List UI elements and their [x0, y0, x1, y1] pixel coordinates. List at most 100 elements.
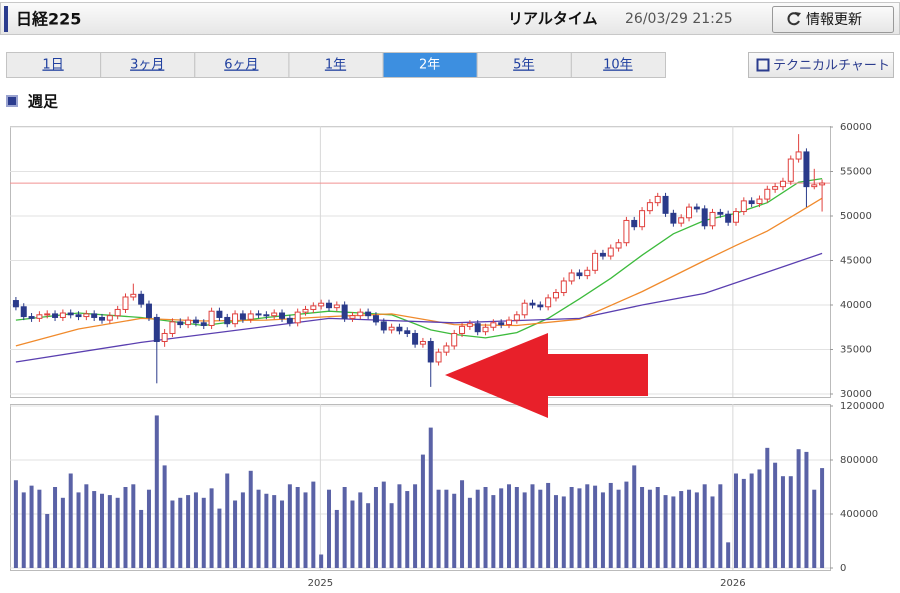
candle-body — [404, 330, 411, 334]
volume-bar — [287, 484, 292, 568]
candle-body — [161, 332, 168, 342]
candle-body — [552, 292, 559, 299]
candle-body — [779, 180, 786, 188]
candle-body — [372, 315, 379, 323]
refresh-label[interactable]: 情報更新 — [806, 12, 862, 28]
candle-body — [279, 312, 286, 319]
volume-bar — [326, 489, 331, 568]
moving-average — [15, 252, 823, 363]
tab-label[interactable]: 10年 — [603, 58, 633, 73]
volume-bar — [749, 473, 754, 568]
volume-bar — [21, 492, 26, 568]
candle-body — [192, 319, 199, 324]
volume-bar — [475, 489, 480, 568]
candle-body — [302, 308, 309, 313]
volume-bar — [162, 465, 167, 568]
refresh-button-box[interactable] — [772, 6, 894, 33]
candle-body — [427, 340, 434, 363]
tab-label[interactable]: 3ヶ月 — [130, 58, 164, 73]
tab-label[interactable]: 1年 — [325, 58, 346, 73]
tab[interactable] — [570, 52, 666, 78]
volume-bar — [248, 470, 253, 568]
volume-bar — [812, 489, 817, 568]
candle-body — [310, 305, 317, 310]
candle-body — [169, 321, 176, 334]
volume-bar — [436, 489, 441, 568]
volume-bar — [804, 451, 809, 568]
candle-body — [717, 211, 724, 215]
candle-body — [686, 206, 693, 219]
candle-body — [99, 316, 106, 321]
arrow — [445, 333, 648, 418]
candle-body — [12, 300, 19, 308]
candle-body — [576, 272, 583, 277]
volume-bar — [366, 503, 371, 568]
candle-body — [607, 247, 614, 257]
candle-body — [568, 272, 575, 282]
volume-bar — [632, 465, 637, 568]
tab[interactable] — [194, 52, 290, 78]
tech-button-box[interactable] — [748, 52, 894, 78]
candle-body — [388, 326, 395, 331]
volume-bar — [381, 481, 386, 568]
candle-body — [623, 219, 630, 244]
volume-bar — [546, 482, 551, 568]
tab[interactable] — [6, 52, 102, 78]
candle-body — [271, 312, 278, 317]
volume-bar — [499, 488, 504, 568]
candle-body — [200, 322, 207, 326]
volume-bar — [608, 482, 613, 568]
chart: 30000 35000 40000 45000 50000 55000 60000 0 4000… — [10, 122, 885, 589]
candle-body — [498, 322, 505, 326]
candle-body — [639, 210, 646, 228]
tab[interactable] — [100, 52, 196, 78]
section-title: 週足 — [28, 93, 59, 111]
refresh-button[interactable]: 情報更新 — [772, 6, 894, 33]
candle-body — [615, 242, 622, 249]
x-tick-label: 2026 — [720, 578, 745, 589]
tab-label[interactable]: 5年 — [513, 58, 534, 73]
volume-bar — [178, 497, 183, 568]
tech-button[interactable]: テクニカルチャート — [748, 52, 894, 78]
y-tick-label: 1200000 — [840, 401, 885, 412]
volume-bar — [757, 469, 762, 568]
volume-bar — [311, 481, 316, 568]
volume-bar — [788, 476, 793, 568]
tab-label[interactable]: 1日 — [42, 58, 63, 73]
volume-bar — [240, 492, 245, 568]
volume-bar — [13, 480, 18, 568]
tech-icon — [756, 58, 770, 72]
candle-body — [318, 302, 325, 307]
volume-bar — [107, 495, 112, 568]
volume-bar — [569, 487, 574, 568]
volume-bar — [45, 514, 50, 568]
tab-label[interactable]: 2年 — [419, 58, 440, 73]
candle-body — [130, 293, 137, 298]
candle-body — [435, 351, 442, 363]
candle-body — [333, 304, 340, 309]
candle-body — [294, 311, 301, 324]
volume-bar — [522, 492, 527, 568]
volume-bar — [139, 509, 144, 568]
candle-body — [67, 312, 74, 316]
volume-bar — [217, 508, 222, 568]
candle-body — [286, 317, 293, 324]
volume-bar — [577, 488, 582, 568]
tab[interactable] — [382, 52, 478, 78]
refresh-icon-head — [795, 12, 801, 17]
volume-bar — [733, 473, 738, 568]
volume-bar — [640, 487, 645, 568]
tab-label[interactable]: 6ヶ月 — [224, 58, 258, 73]
volume-bar — [671, 496, 676, 568]
candle-body — [145, 303, 152, 318]
candle-body — [255, 313, 262, 316]
candle-body — [459, 325, 466, 334]
tech-button-label[interactable]: テクニカルチャート — [773, 59, 890, 74]
volume-bar — [624, 481, 629, 568]
volume-bar — [60, 497, 65, 568]
volume-bar — [186, 495, 191, 568]
volume-bar — [702, 484, 707, 568]
volume-bar — [280, 500, 285, 568]
candle-body — [678, 217, 685, 224]
candle-body — [91, 313, 98, 318]
